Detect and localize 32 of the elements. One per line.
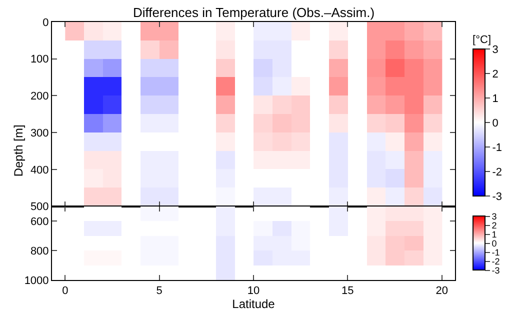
y-tick-label: 500 — [30, 201, 49, 214]
y-axis-title: Depth [m] — [12, 124, 26, 177]
x-tick-label: 20 — [436, 285, 448, 298]
color-bar-label: 1 — [492, 92, 498, 105]
y-tick-label: 400 — [30, 164, 49, 176]
y-tick-label: 600 — [30, 216, 49, 228]
color-bar-label: -2 — [492, 166, 502, 178]
chart-title: Differences in Temperature (Obs.–Assim.) — [133, 5, 375, 20]
x-tick-label: 10 — [247, 285, 260, 298]
color-bar-title: [°C] — [472, 34, 492, 46]
color-bar-label: 0 — [492, 238, 497, 248]
color-bar-label: 3 — [492, 44, 498, 56]
color-bar-label: -3 — [492, 265, 500, 276]
color-bar-label: 1 — [492, 229, 497, 240]
x-tick-label: 5 — [156, 285, 162, 298]
color-bar-label: -1 — [492, 142, 502, 154]
y-tick-label: 200 — [30, 90, 49, 103]
color-bar-label: -2 — [492, 256, 500, 266]
y-tick-label: 300 — [30, 127, 49, 140]
x-tick-label: 15 — [342, 285, 354, 298]
color-bar-label: -1 — [492, 247, 500, 258]
y-tick-label: 800 — [30, 245, 49, 258]
color-bar-label: -3 — [492, 190, 502, 203]
color-bar-label: 0 — [492, 117, 498, 130]
color-bar-label: 2 — [492, 68, 498, 80]
color-bar-label: 2 — [492, 220, 497, 230]
x-tick-label: 0 — [62, 285, 68, 298]
y-tick-label: 100 — [30, 54, 49, 66]
x-axis-title: Latitude — [232, 297, 276, 312]
y-tick-label: 0 — [42, 16, 49, 29]
color-bar-label: 3 — [492, 211, 497, 222]
y-tick-label: 1000 — [24, 274, 49, 287]
